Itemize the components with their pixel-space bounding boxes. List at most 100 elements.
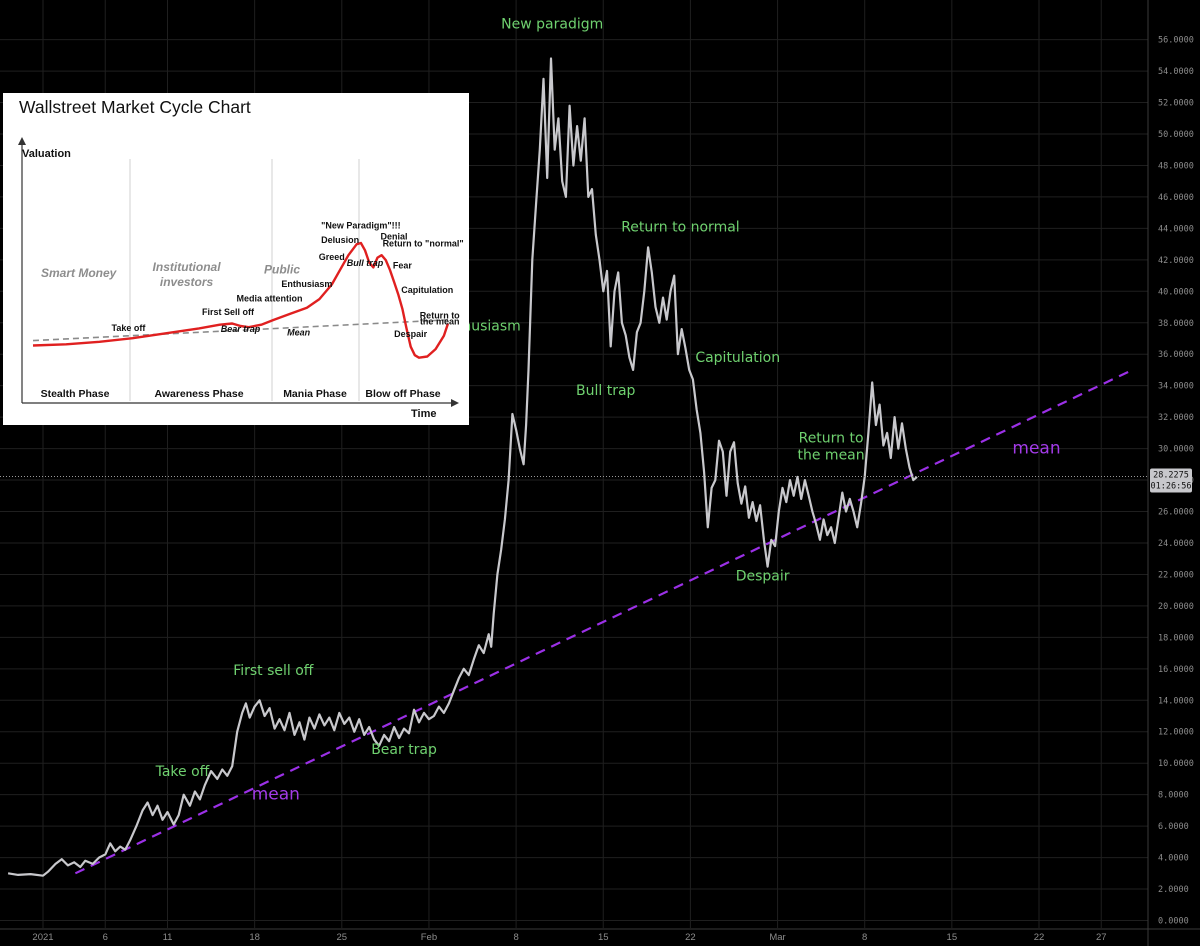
y-tick-label: 4.0000 — [1158, 854, 1189, 864]
annotation-label: Return to normal — [621, 220, 739, 236]
y-tick-label: 56.0000 — [1158, 36, 1194, 46]
inset-stage-label: Bear trap — [221, 324, 261, 334]
mean-label: mean — [252, 784, 300, 804]
inset-stage-label: Capitulation — [401, 285, 453, 295]
price-series-line — [7, 57, 918, 877]
y-tick-label: 48.0000 — [1158, 161, 1194, 171]
inset-stage-label: Denial — [381, 231, 408, 241]
annotation-label: First sell off — [233, 663, 314, 679]
y-tick-label: 12.0000 — [1158, 728, 1194, 738]
y-tick-label: 2.0000 — [1158, 885, 1189, 895]
inset-cycle-curve — [32, 241, 450, 359]
last-price-tag: 28.2275 01:26:56 — [0, 468, 1192, 493]
last-price-box — [1150, 468, 1192, 493]
x-tick-label: 25 — [337, 932, 348, 943]
inset-axes — [18, 137, 459, 407]
mean-label: mean — [1012, 438, 1060, 458]
annotation-label: the mean — [798, 448, 865, 464]
annotation-label: New paradigm — [501, 17, 603, 33]
inset-stage-label: First Sell off — [202, 307, 255, 317]
inset-stage-label: Return to — [420, 311, 460, 321]
inset-stage-label: Bull trap — [347, 258, 384, 268]
x-tick-label: Mar — [769, 932, 785, 943]
countdown-timer: 01:26:56 — [1151, 481, 1192, 491]
y-tick-label: 0.0000 — [1158, 917, 1189, 927]
y-tick-label: 36.0000 — [1158, 350, 1194, 360]
x-tick-label: 18 — [249, 932, 260, 943]
annotation-label: Bear trap — [371, 742, 437, 758]
inset-stage-label: Despair — [394, 329, 428, 339]
y-tick-label: 20.0000 — [1158, 602, 1194, 612]
x-tick-label: 2021 — [32, 932, 53, 943]
y-tick-label: 38.0000 — [1158, 319, 1194, 329]
annotation-label: Capitulation — [695, 350, 780, 366]
mean-line-layer — [74, 368, 1133, 875]
y-tick-label: 34.0000 — [1158, 382, 1194, 392]
inset-title: Wallstreet Market Cycle Chart — [19, 97, 251, 117]
x-tick-label: 22 — [685, 932, 696, 943]
inset-stage-label: Media attention — [237, 294, 303, 304]
inset-x-arrow — [451, 399, 459, 407]
x-tick-label: 22 — [1034, 932, 1045, 943]
inset-stage-label: Take off — [112, 323, 147, 333]
y-tick-label: 24.0000 — [1158, 539, 1194, 549]
y-tick-label: 26.0000 — [1158, 508, 1194, 518]
y-tick-label: 6.0000 — [1158, 822, 1189, 832]
x-tick-label: 15 — [947, 932, 958, 943]
inset-stage-label: Return to "normal" — [383, 239, 464, 249]
y-tick-label: 32.0000 — [1158, 413, 1194, 423]
inset-y-arrow — [18, 137, 26, 145]
inset-group-label: Public — [264, 263, 300, 277]
x-tick-label: Feb — [421, 932, 437, 943]
y-tick-label: 42.0000 — [1158, 256, 1194, 266]
y-tick-label: 30.0000 — [1158, 445, 1194, 455]
inset-ylabel: Valuation — [22, 148, 71, 160]
annotation-label: Despair — [736, 569, 790, 585]
inset-stage-label: Greed — [319, 252, 345, 262]
x-tick-label: 8 — [862, 932, 867, 943]
x-tick-label: 15 — [598, 932, 609, 943]
x-tick-label: 27 — [1096, 932, 1107, 943]
y-tick-label: 16.0000 — [1158, 665, 1194, 675]
inset-group-label: Smart Money — [41, 266, 118, 280]
inset-group-label: Institutional — [153, 260, 222, 274]
x-tick-label: 8 — [513, 932, 518, 943]
y-tick-label: 52.0000 — [1158, 99, 1194, 109]
last-price-value: 28.2275 — [1153, 470, 1189, 480]
inset-stage-label: the mean — [420, 317, 460, 327]
y-tick-label: 54.0000 — [1158, 67, 1194, 77]
inset-stage-labels: Take off First Sell off Bear trap Media att… — [112, 220, 464, 339]
x-tick-label: 11 — [163, 932, 173, 943]
inset-phase-label: Mania Phase — [283, 388, 347, 400]
annotation-label: Return to — [799, 430, 864, 446]
inset-phase-label: Stealth Phase — [41, 388, 110, 400]
annotation-label: Take off — [155, 764, 210, 780]
inset-phase-label: Awareness Phase — [154, 388, 243, 400]
inset-xlabel: Time — [411, 408, 436, 420]
y-tick-label: 8.0000 — [1158, 791, 1189, 801]
y-tick-label: 40.0000 — [1158, 287, 1194, 297]
inset-curve-path — [32, 241, 450, 359]
y-tick-label: 10.0000 — [1158, 759, 1194, 769]
inset-stage-label: Delusion — [321, 235, 359, 245]
y-tick-label: 22.0000 — [1158, 570, 1194, 580]
mean-series-line — [74, 368, 1133, 875]
market-cycle-inset: Wallstreet Market Cycle Chart Smart Mone… — [3, 93, 469, 425]
y-tick-label: 50.0000 — [1158, 130, 1194, 140]
y-tick-label: 14.0000 — [1158, 696, 1194, 706]
annotation-label: Bull trap — [576, 383, 636, 399]
inset-phase-labels: Stealth Phase Awareness Phase Mania Phase B… — [41, 388, 441, 400]
inset-phase-label: Blow off Phase — [365, 388, 440, 400]
y-tick-label: 18.0000 — [1158, 633, 1194, 643]
inset-stage-label: Fear — [393, 261, 413, 271]
x-tick-label: 6 — [103, 932, 108, 943]
y-tick-label: 44.0000 — [1158, 224, 1194, 234]
y-tick-label: 46.0000 — [1158, 193, 1194, 203]
inset-stage-label: Enthusiasm — [281, 279, 332, 289]
inset-stage-label: Mean — [287, 328, 311, 338]
inset-group-label: investors — [160, 275, 214, 289]
price-line-layer — [7, 57, 918, 877]
